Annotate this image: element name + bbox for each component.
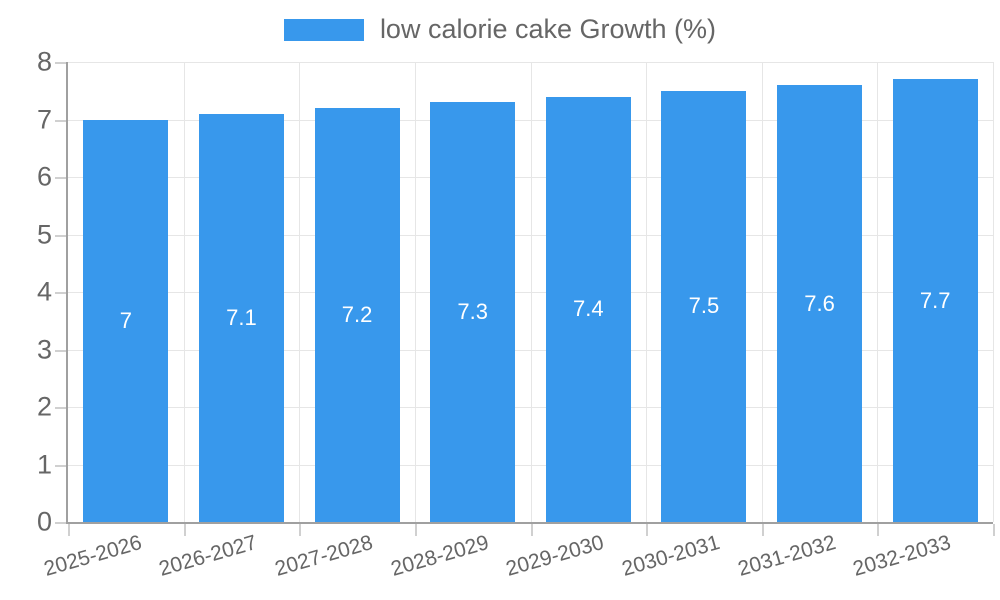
x-gridline	[993, 62, 994, 522]
y-axis-tick-label: 3	[36, 334, 52, 364]
x-gridline	[183, 62, 185, 522]
y-axis-tick-label: 2	[36, 391, 52, 422]
x-axis-tick	[530, 524, 533, 536]
bar-value-label: 7.7	[919, 287, 951, 313]
y-axis-tick-label: 1	[36, 449, 52, 479]
x-axis-tick	[299, 524, 302, 536]
bar-value-label: 7.6	[804, 290, 835, 316]
x-gridline	[414, 62, 416, 522]
x-gridline	[761, 62, 763, 522]
x-axis-tick	[646, 524, 649, 536]
y-axis-tick-label: 6	[36, 161, 52, 192]
y-axis-tick-label: 5	[36, 219, 52, 249]
chart-legend[interactable]: low calorie cake Growth (%)	[0, 14, 1000, 45]
bar[interactable]	[430, 102, 516, 522]
x-axis-tick	[414, 524, 417, 536]
bar[interactable]	[198, 113, 284, 522]
y-axis-tick-label: 7	[36, 104, 52, 134]
x-gridline	[877, 62, 879, 522]
y-axis-tick	[55, 119, 68, 122]
legend-swatch	[283, 18, 364, 41]
x-axis-tick	[761, 524, 764, 536]
y-axis-tick-label: 4	[36, 276, 52, 307]
bar-value-label: 7.3	[457, 299, 488, 325]
bar-value-label: 7.1	[226, 304, 257, 330]
bar[interactable]	[777, 85, 863, 522]
y-axis-line	[66, 62, 68, 524]
y-axis-tick-label: 0	[36, 506, 52, 537]
bar-value-label: 7	[119, 307, 132, 333]
y-axis-tick	[55, 464, 68, 467]
bar[interactable]	[314, 108, 400, 522]
y-axis-tick	[55, 522, 68, 524]
x-axis-tick	[993, 524, 995, 536]
bar-value-label: 7.2	[341, 302, 373, 327]
y-axis-tick-label: 8	[36, 46, 52, 77]
x-gridline	[646, 62, 648, 522]
bar[interactable]	[661, 90, 747, 522]
y-axis-tick	[55, 292, 68, 294]
x-axis-line	[66, 522, 993, 524]
bar[interactable]	[892, 79, 978, 522]
x-gridline	[530, 62, 532, 522]
x-axis-tick	[183, 524, 186, 536]
x-axis-tick	[68, 524, 70, 536]
y-axis-tick	[55, 407, 68, 409]
bar[interactable]	[83, 119, 169, 522]
bar-value-label: 7.4	[573, 296, 604, 322]
x-gridline	[299, 62, 301, 522]
y-axis-tick	[55, 349, 68, 352]
y-axis-tick	[55, 62, 68, 64]
y-axis-tick	[55, 177, 68, 179]
x-axis-tick	[877, 524, 880, 536]
bar-value-label: 7.5	[688, 293, 720, 319]
bar[interactable]	[545, 96, 631, 522]
y-axis-tick	[55, 234, 68, 237]
legend-label: low calorie cake Growth (%)	[379, 14, 717, 44]
